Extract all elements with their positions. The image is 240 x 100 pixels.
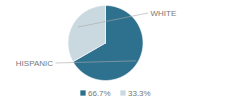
svg-text:66.7%: 66.7%: [88, 89, 111, 98]
svg-text:33.3%: 33.3%: [128, 89, 151, 98]
svg-text:WHITE: WHITE: [151, 9, 177, 18]
svg-text:HISPANIC: HISPANIC: [16, 59, 53, 68]
